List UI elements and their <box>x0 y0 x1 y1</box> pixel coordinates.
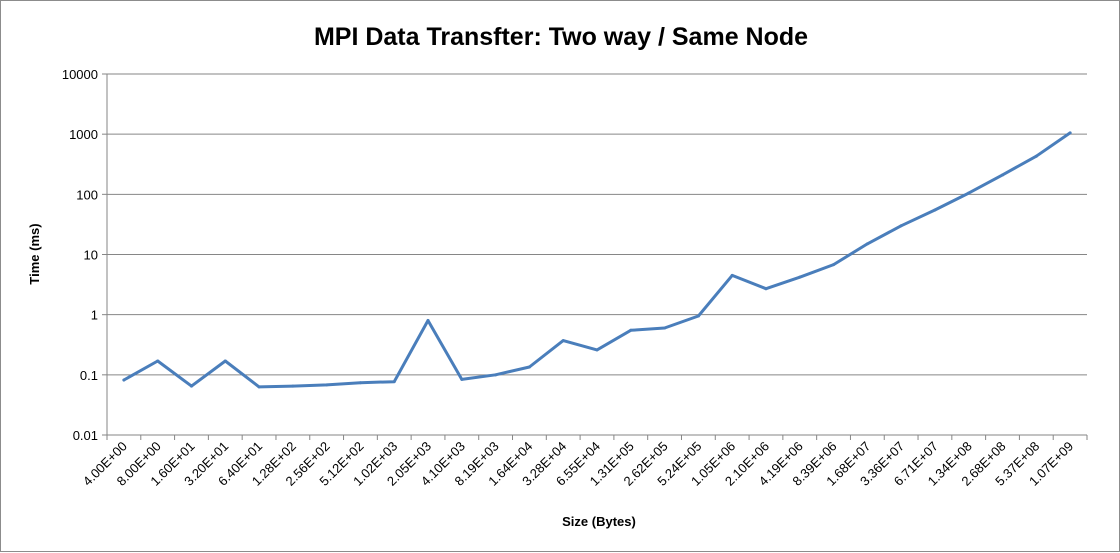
data-point <box>189 384 193 388</box>
y-axis-title: Time (ms) <box>27 223 42 284</box>
data-point <box>223 359 227 363</box>
data-point <box>764 287 768 291</box>
y-tick-label: 10000 <box>62 67 98 82</box>
data-point <box>696 314 700 318</box>
data-point <box>561 339 565 343</box>
y-tick-label: 100 <box>76 187 98 202</box>
data-point <box>358 381 362 385</box>
x-tick-labels: 4.00E+008.00E+001.60E+013.20E+016.40E+01… <box>80 439 1076 489</box>
data-point <box>156 359 160 363</box>
y-tick-label: 0.01 <box>73 428 98 443</box>
data-point <box>1034 154 1038 158</box>
data-point <box>257 385 261 389</box>
data-point <box>933 208 937 212</box>
y-tick-label: 1000 <box>69 127 98 142</box>
data-point <box>865 242 869 246</box>
chart-title: MPI Data Transfter: Two way / Same Node <box>314 23 808 51</box>
y-tick-labels: 10000 1000 100 10 1 0.1 0.01 <box>62 67 98 443</box>
data-point <box>426 318 430 322</box>
x-axis-title: Size (Bytes) <box>562 514 636 529</box>
data-point <box>832 263 836 267</box>
data-point <box>122 378 126 382</box>
data-point <box>730 273 734 277</box>
data-point <box>595 348 599 352</box>
data-point <box>1001 173 1005 177</box>
data-point <box>527 365 531 369</box>
data-point <box>663 326 667 330</box>
data-point <box>629 328 633 332</box>
y-tick-label: 0.1 <box>80 368 98 383</box>
data-point <box>798 275 802 279</box>
data-point <box>460 377 464 381</box>
y-tick-label: 1 <box>91 308 98 323</box>
y-tick-label: 10 <box>84 248 98 263</box>
data-point <box>1068 131 1072 135</box>
data-point <box>494 373 498 377</box>
data-point <box>325 383 329 387</box>
data-point <box>392 380 396 384</box>
series-group <box>122 131 1072 389</box>
data-point <box>291 384 295 388</box>
axes <box>106 74 1088 440</box>
data-point <box>967 191 971 195</box>
data-point <box>899 224 903 228</box>
